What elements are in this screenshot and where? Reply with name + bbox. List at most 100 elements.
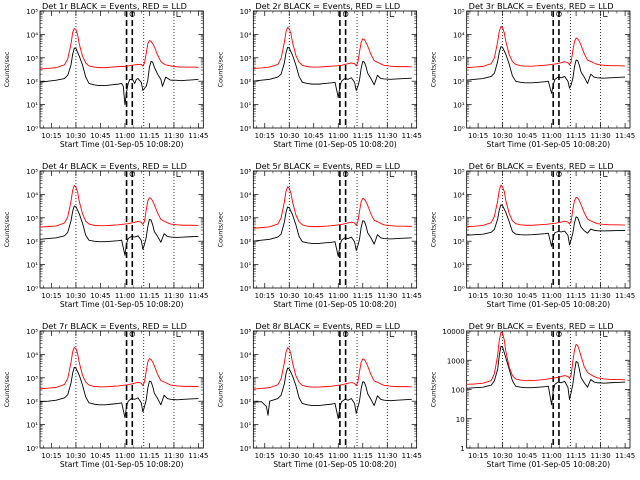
x-tick-label: 10:30 <box>492 292 512 300</box>
night-marker <box>603 331 608 337</box>
x-tick-label: 11:45 <box>188 132 208 140</box>
x-tick-label: 10:15 <box>41 452 61 460</box>
events-series-line <box>253 367 412 420</box>
y-tick-label: 10² <box>26 78 38 86</box>
y-tick-label: 10⁵ <box>26 328 38 336</box>
y-tick-label: 10¹ <box>240 422 252 430</box>
y-tick-label: 10¹ <box>26 102 38 110</box>
x-axis-label: Start Time (01-Sep-05 10:08:20) <box>60 140 184 149</box>
lld-series-line <box>253 347 412 390</box>
x-tick-label: 11:15 <box>566 292 586 300</box>
chart-title: Det 8r BLACK = Events, RED = LLD <box>255 321 400 331</box>
events-series-line <box>39 366 199 419</box>
x-axis-label: Start Time (01-Sep-05 10:08:20) <box>60 460 184 469</box>
y-tick-label: 10⁴ <box>453 191 465 199</box>
y-tick-label: 10² <box>240 398 252 406</box>
events-series-line <box>253 46 412 99</box>
y-tick-label: 1000 <box>447 357 465 365</box>
y-axis-label: Counts/sec <box>216 51 224 87</box>
plot-frame <box>39 170 204 289</box>
lld-series-line <box>253 26 412 69</box>
x-tick-label: 10:15 <box>468 292 488 300</box>
saa-marker <box>129 11 136 17</box>
chart-panel-9: Det 9r BLACK = Events, RED = LLD 1 10 100 10… <box>430 321 636 469</box>
saa-marker <box>556 171 562 177</box>
chart-panel-6: Det 6r BLACK = Events, RED = LLD 10⁰ 10¹ 10… <box>430 161 636 309</box>
events-series-line <box>39 47 199 106</box>
y-tick-label: 10² <box>453 238 465 246</box>
x-tick-label: 11:30 <box>164 292 184 300</box>
x-tick-label: 11:15 <box>139 452 159 460</box>
x-tick-label: 11:45 <box>402 132 422 140</box>
night-marker <box>176 171 181 177</box>
x-axis-label: Start Time (01-Sep-05 10:08:20) <box>487 140 611 149</box>
night-marker <box>389 171 395 177</box>
chart-title: Det 9r BLACK = Events, RED = LLD <box>469 321 614 331</box>
y-tick-label: 10³ <box>26 375 38 383</box>
y-tick-label: 10¹ <box>240 262 252 270</box>
y-tick-label: 10⁰ <box>26 125 38 133</box>
x-tick-label: 10:45 <box>304 452 324 460</box>
plot-frame <box>252 10 418 129</box>
night-marker <box>603 11 608 17</box>
y-tick-label: 10⁵ <box>240 328 252 336</box>
x-tick-label: 11:30 <box>590 452 610 460</box>
x-tick-label: 11:45 <box>615 132 635 140</box>
x-tick-label: 11:00 <box>115 292 135 300</box>
x-tick-label: 11:30 <box>164 452 184 460</box>
x-tick-label: 11:30 <box>377 132 397 140</box>
chart-panel-4: Det 4r BLACK = Events, RED = LLD 10⁰ 10¹ 10… <box>3 161 209 309</box>
plot-frame <box>466 330 631 449</box>
chart-panel-7: Det 7r BLACK = Events, RED = LLD 10⁰ 10¹ 10… <box>3 321 209 469</box>
y-tick-label: 10⁵ <box>453 8 465 16</box>
chart-title: Det 6r BLACK = Events, RED = LLD <box>469 161 614 171</box>
x-axis-label: Start Time (01-Sep-05 10:08:20) <box>273 460 397 469</box>
plot-frame <box>252 170 418 289</box>
y-tick-label: 10 <box>456 416 465 424</box>
chart-title: Det 1r BLACK = Events, RED = LLD <box>42 1 187 11</box>
y-tick-label: 1 <box>460 445 464 453</box>
x-tick-label: 10:45 <box>90 132 110 140</box>
x-tick-label: 10:30 <box>492 452 512 460</box>
saa-marker <box>342 331 349 337</box>
x-tick-label: 11:15 <box>139 292 159 300</box>
x-tick-label: 10:45 <box>304 292 324 300</box>
chart-title: Det 3r BLACK = Events, RED = LLD <box>469 1 614 11</box>
events-series-line <box>466 204 626 247</box>
y-tick-label: 10⁰ <box>240 445 252 453</box>
lld-series-line <box>466 184 626 228</box>
x-tick-label: 11:45 <box>402 452 422 460</box>
y-tick-label: 10⁵ <box>26 8 38 16</box>
y-tick-label: 10³ <box>26 215 38 223</box>
y-tick-label: 10³ <box>453 55 465 63</box>
y-tick-label: 10⁵ <box>240 168 252 176</box>
night-marker <box>603 171 608 177</box>
y-tick-label: 10⁴ <box>453 31 465 39</box>
saa-marker <box>129 331 136 337</box>
chart-panel-2: Det 2r BLACK = Events, RED = LLD 10⁰ 10¹ 10… <box>216 1 422 149</box>
y-axis-label: Counts/sec <box>430 371 438 407</box>
x-tick-label: 10:15 <box>41 292 61 300</box>
x-tick-label: 10:30 <box>279 292 299 300</box>
chart-panel-5: Det 5r BLACK = Events, RED = LLD 10⁰ 10¹ 10… <box>216 161 422 309</box>
x-tick-label: 10:15 <box>468 452 488 460</box>
y-tick-label: 10⁴ <box>26 31 38 39</box>
x-tick-label: 11:45 <box>615 452 635 460</box>
y-axis-label: Counts/sec <box>3 51 11 87</box>
y-tick-label: 10⁴ <box>240 191 252 199</box>
x-tick-label: 10:45 <box>517 292 537 300</box>
y-tick-label: 10⁰ <box>453 125 465 133</box>
night-marker <box>389 11 395 17</box>
y-tick-label: 10² <box>453 78 465 86</box>
plot-frame <box>252 330 418 449</box>
y-tick-label: 10⁵ <box>240 8 252 16</box>
y-tick-label: 10⁰ <box>453 285 465 293</box>
y-axis-label: Counts/sec <box>216 211 224 247</box>
x-tick-label: 10:15 <box>41 132 61 140</box>
y-tick-label: 10² <box>240 238 252 246</box>
y-tick-label: 10³ <box>240 55 252 63</box>
x-tick-label: 11:45 <box>615 292 635 300</box>
x-tick-label: 11:00 <box>115 132 135 140</box>
events-series-line <box>466 46 626 94</box>
x-tick-label: 11:00 <box>328 292 348 300</box>
